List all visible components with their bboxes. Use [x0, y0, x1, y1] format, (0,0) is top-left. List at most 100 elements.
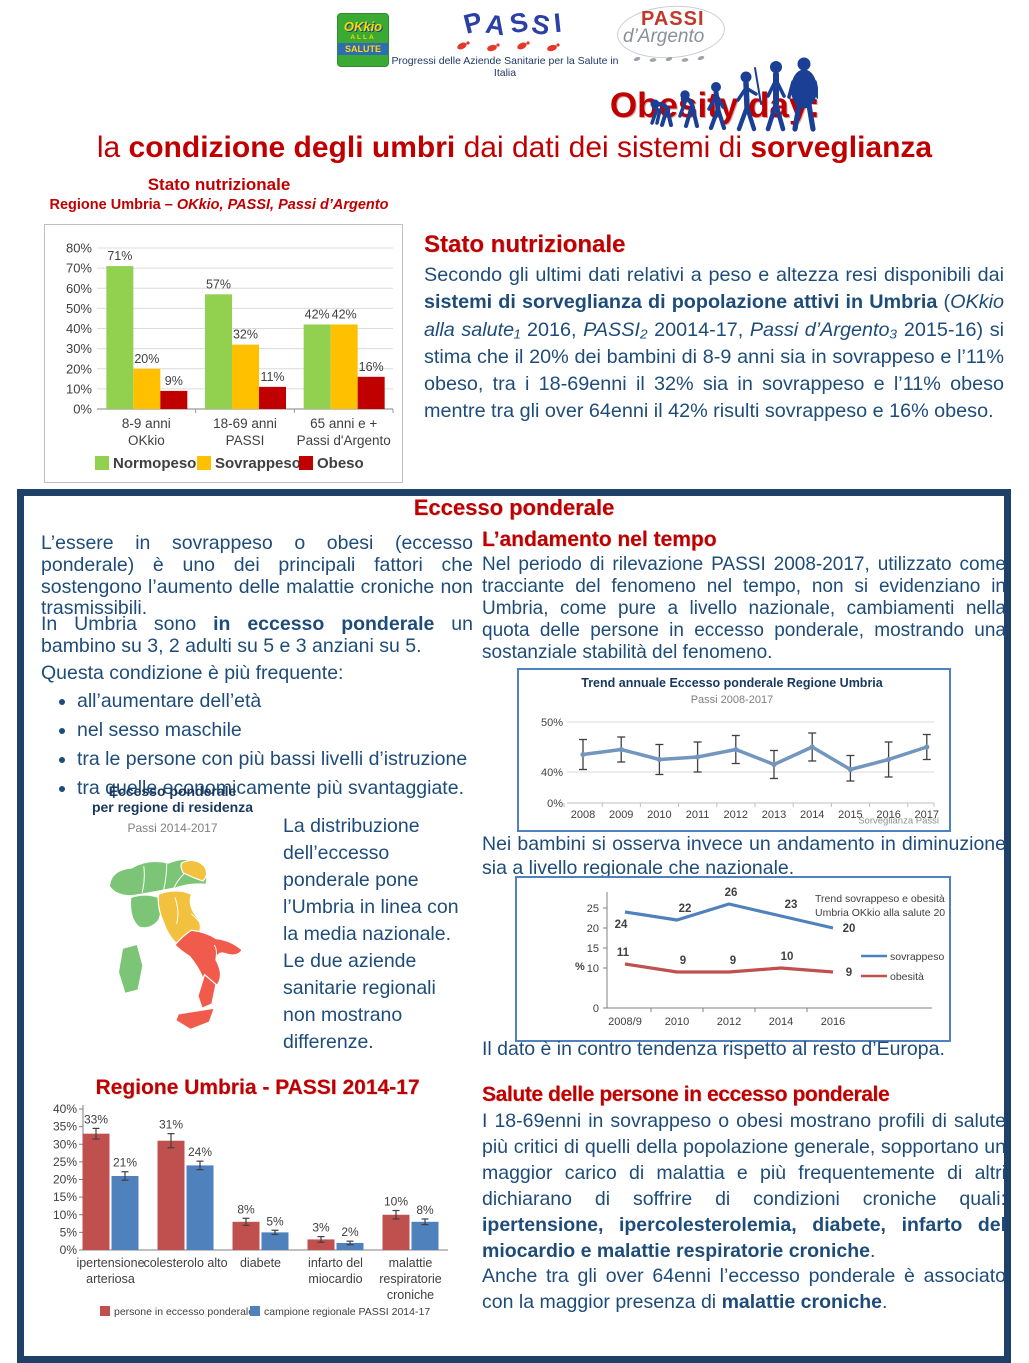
kicker-title: Stato nutrizionale	[147, 175, 291, 194]
okkio-logo: OKkio ALLA SALUTE	[337, 13, 389, 67]
svg-text:0%: 0%	[73, 402, 92, 417]
stato-paragraph: Secondo gli ultimi dati relativi a peso …	[424, 264, 1004, 423]
salute-paragraph-1: I 18-69enni in sovrappeso o obesi mostra…	[482, 1110, 1006, 1262]
svg-text:25: 25	[587, 903, 599, 915]
svg-text:42%: 42%	[305, 307, 330, 321]
svg-text:71%: 71%	[107, 249, 132, 263]
svg-text:2017: 2017	[915, 809, 939, 821]
svg-text:35%: 35%	[53, 1120, 77, 1134]
svg-text:2011: 2011	[686, 809, 710, 821]
svg-text:20%: 20%	[53, 1173, 77, 1187]
svg-text:0: 0	[593, 1003, 599, 1015]
svg-text:8-9 anni: 8-9 anni	[122, 416, 171, 431]
svg-text:31%: 31%	[159, 1118, 183, 1132]
svg-text:11: 11	[617, 947, 630, 959]
svg-text:sovrappeso: sovrappeso	[890, 951, 944, 963]
chart4-title: Regione Umbria - PASSI 2014-17	[95, 1076, 420, 1099]
eccesso-bullet-list: all’aumentare dell’età nel sesso maschil…	[41, 690, 509, 806]
svg-text:Sovrappeso: Sovrappeso	[215, 455, 301, 472]
italy-map	[108, 858, 243, 1031]
svg-text:9: 9	[846, 967, 852, 979]
svg-text:70%: 70%	[66, 261, 92, 276]
svg-text:20: 20	[843, 923, 856, 935]
map-side-text: La distribuzione dell’eccesso ponderale …	[283, 815, 459, 1053]
svg-text:30%: 30%	[53, 1137, 77, 1151]
svg-text:50%: 50%	[66, 301, 92, 316]
svg-text:2016: 2016	[876, 809, 900, 821]
svg-text:Obeso: Obeso	[317, 455, 364, 472]
svg-text:2%: 2%	[341, 1225, 359, 1239]
svg-text:11%: 11%	[260, 370, 284, 384]
map-title: Eccesso ponderale per regione di residen…	[60, 783, 285, 835]
svg-text:Normopeso: Normopeso	[113, 455, 196, 472]
svg-text:diabete: diabete	[240, 1256, 281, 1270]
svg-text:Umbria OKkio alla salute 2016: Umbria OKkio alla salute 2016	[815, 907, 945, 919]
svg-text:40%: 40%	[53, 1102, 77, 1116]
svg-text:2010: 2010	[665, 1016, 689, 1028]
svg-text:10: 10	[587, 963, 599, 975]
svg-text:2014: 2014	[800, 809, 824, 821]
svg-text:60%: 60%	[66, 281, 92, 296]
svg-text:5%: 5%	[60, 1225, 78, 1239]
eccesso-paragraph-1: L’essere in sovrappeso o obesi (eccesso …	[41, 532, 473, 620]
svg-text:2015: 2015	[838, 809, 862, 821]
svg-text:ipertensione: ipertensione	[76, 1256, 144, 1270]
svg-text:50%: 50%	[541, 717, 563, 729]
europa-text: Il dato è in contro tendenza rispetto al…	[482, 1038, 945, 1060]
svg-text:5%: 5%	[266, 1214, 284, 1228]
svg-text:arteriosa: arteriosa	[86, 1272, 135, 1286]
bullet-item: tra quelle economicamente più svantaggia…	[77, 777, 509, 799]
eccesso-title: Eccesso ponderale	[413, 495, 615, 520]
svg-text:Sorveglianza Passi: Sorveglianza Passi	[858, 816, 939, 827]
salute-paragraph-2: Anche tra gli over 64enni l’eccesso pond…	[482, 1265, 1006, 1313]
okkio-logo-text: OKkio	[343, 19, 383, 34]
svg-text:9%: 9%	[165, 374, 183, 388]
salute-heading: Salute delle persone in eccesso ponderal…	[482, 1083, 890, 1106]
svg-text:Passi 2008-2017: Passi 2008-2017	[691, 694, 774, 706]
svg-text:26: 26	[725, 887, 738, 899]
evolution-icon	[650, 57, 818, 132]
svg-text:respiratorie: respiratorie	[379, 1272, 442, 1286]
svg-text:Passi d'Argento: Passi d'Argento	[297, 433, 391, 448]
svg-text:croniche: croniche	[387, 1288, 434, 1302]
svg-text:obesità: obesità	[890, 971, 924, 983]
svg-text:30%: 30%	[66, 341, 92, 356]
footprints-icon	[633, 55, 705, 62]
svg-text:0%: 0%	[547, 798, 563, 810]
svg-text:24%: 24%	[188, 1145, 212, 1159]
svg-text:16%: 16%	[359, 360, 384, 374]
svg-text:32%: 32%	[233, 328, 258, 342]
bar-chart: 0% 10% 20% 30% 40% 50% 60% 70% 80% 71% 20% 9% 8-9 an…	[66, 241, 394, 472]
line-chart: Trend annuale Eccesso ponderale Regione …	[521, 676, 943, 827]
svg-text:22: 22	[679, 903, 692, 915]
bullet-item: all’aumentare dell’età	[77, 690, 509, 712]
eccesso-paragraph-3: Questa condizione è più frequente:	[41, 662, 344, 684]
svg-text:8%: 8%	[416, 1203, 434, 1217]
svg-text:3%: 3%	[312, 1221, 330, 1235]
kicker: Stato nutrizionale Regione Umbria – OKki…	[44, 175, 394, 213]
trend-passi-chart: Trend annuale Eccesso ponderale Regione …	[517, 668, 951, 832]
page-subtitle: la condizione degli umbri dai dati dei s…	[96, 131, 933, 164]
svg-text:OKkio: OKkio	[128, 433, 165, 448]
svg-text:2008: 2008	[571, 809, 595, 821]
andamento-paragraph: Nel periodo di rilevazione PASSI 2008-20…	[482, 554, 1006, 663]
svg-text:10%: 10%	[384, 1195, 408, 1209]
svg-text:Trend annuale Eccesso ponderal: Trend annuale Eccesso ponderale Regione …	[581, 676, 884, 690]
svg-text:10%: 10%	[53, 1208, 77, 1222]
svg-text:20: 20	[587, 923, 599, 935]
svg-text:40%: 40%	[66, 321, 92, 336]
svg-text:2012: 2012	[724, 809, 748, 821]
svg-text:9: 9	[680, 955, 686, 967]
svg-text:2013: 2013	[762, 809, 786, 821]
svg-text:persone in eccesso ponderale: persone in eccesso ponderale	[114, 1306, 254, 1318]
svg-text:20%: 20%	[134, 352, 159, 366]
svg-text:21%: 21%	[113, 1156, 137, 1170]
svg-text:57%: 57%	[206, 277, 231, 291]
map-subtitle: Passi 2014-2017	[127, 821, 218, 835]
bambini-text: Nei bambini si osserva invece un andamen…	[482, 833, 1006, 879]
svg-text:65 anni e +: 65 anni e +	[310, 416, 377, 431]
passi-dargento-logo: PASSI d’Argento	[615, 2, 727, 64]
bullet-item: nel sesso maschile	[77, 719, 509, 741]
